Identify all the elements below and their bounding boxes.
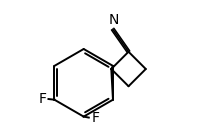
Text: N: N — [109, 13, 119, 27]
Text: F: F — [91, 111, 99, 125]
Text: F: F — [38, 92, 46, 106]
